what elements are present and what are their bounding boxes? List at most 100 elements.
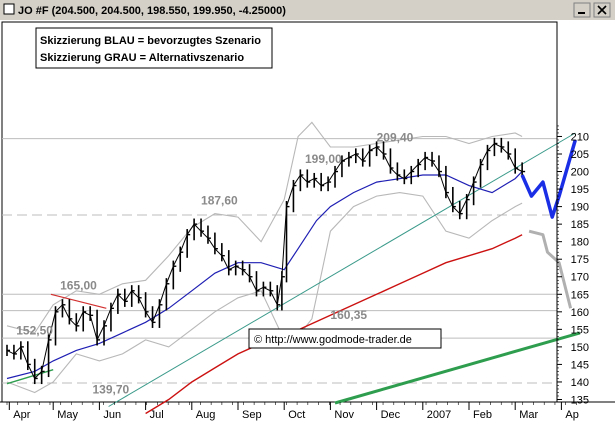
price-bar — [521, 162, 526, 178]
legend-box: Skizzierung BLAU = bevorzugtes Szenario … — [35, 27, 273, 69]
x-tick-label: Nov — [334, 409, 354, 421]
price-bars — [6, 137, 526, 385]
price-bar — [486, 144, 491, 171]
price-bar — [68, 299, 73, 325]
y-tick-label: 150 — [571, 342, 589, 354]
price-bar — [507, 141, 512, 160]
y-tick-label: 165 — [571, 289, 589, 301]
price-bar — [103, 320, 108, 346]
price-bar — [207, 225, 211, 244]
price-bar — [375, 141, 380, 157]
price-bar — [368, 144, 373, 167]
price-bar — [438, 155, 442, 178]
price-bar — [234, 260, 239, 276]
price-annotation: 160,35 — [330, 308, 367, 322]
price-bar — [306, 169, 311, 188]
x-tick-label: Feb — [473, 409, 492, 421]
scenario-gray-line — [528, 229, 573, 309]
price-bar — [320, 172, 325, 192]
y-tick-label: 140 — [571, 377, 589, 389]
price-bar — [124, 288, 128, 307]
x-tick-label: Aug — [196, 409, 216, 421]
legend-line-blue: Skizzierung BLAU = bevorzugtes Szenario — [40, 35, 261, 47]
trend-lines — [6, 132, 581, 407]
price-bar — [334, 165, 339, 188]
price-annotation: 199,00 — [305, 152, 342, 166]
price-bar — [348, 151, 352, 167]
price-bar — [417, 158, 422, 178]
minimize-button[interactable] — [573, 2, 591, 18]
x-tick-label: Jul — [150, 409, 164, 421]
price-bar — [20, 341, 24, 360]
price-bar — [137, 285, 142, 304]
price-bar — [493, 137, 498, 157]
x-tick-label: Dec — [381, 409, 401, 421]
ma-long-line — [145, 234, 523, 415]
window-menu-icon[interactable] — [3, 3, 15, 15]
y-tick-label: 145 — [571, 359, 589, 371]
trend-teal-line — [108, 132, 576, 407]
close-button[interactable] — [593, 2, 611, 18]
x-tick-label: Apr — [13, 409, 30, 421]
x-tick-label: Ap — [565, 409, 578, 421]
title-bar — [0, 0, 615, 20]
price-bar — [313, 172, 318, 188]
y-tick-label: 175 — [571, 254, 589, 266]
price-bar — [424, 151, 429, 171]
close-icon — [597, 5, 607, 15]
x-axis: Apr May Jun Jul Aug Sep Oct Nov Dec 2007 Feb Mar Ap — [6, 402, 579, 421]
y-tick-label: 200 — [571, 167, 589, 179]
scenario-sketches — [520, 139, 577, 309]
price-bar — [144, 292, 149, 318]
price-bar — [341, 155, 345, 178]
price-bar — [248, 264, 253, 283]
y-tick-label: 205 — [571, 149, 589, 161]
y-tick-label: 155 — [571, 324, 589, 336]
price-bar — [6, 344, 10, 357]
credit-link[interactable]: © http://www.godmode-trader.de — [254, 334, 412, 346]
price-bar — [269, 281, 274, 297]
price-bar — [227, 250, 232, 276]
price-bar — [403, 169, 408, 185]
y-tick-label: 180 — [571, 237, 589, 249]
price-bar — [47, 334, 52, 378]
price-bar — [299, 169, 304, 192]
price-bar — [445, 165, 449, 199]
annotations: 209,40 199,00 187,60 165,00 152,50 160,35 139,… — [16, 130, 413, 396]
price-bar — [458, 200, 463, 220]
credit-box: © http://www.godmode-trader.de — [248, 328, 442, 349]
price-bar — [410, 165, 415, 185]
price-bar — [40, 365, 45, 385]
price-annotation: 209,40 — [377, 130, 414, 144]
trend-green-line — [334, 331, 581, 405]
trend-green-short-line — [6, 369, 54, 385]
price-bar — [389, 148, 394, 174]
y-tick-label: 185 — [571, 219, 589, 231]
y-tick-label: 210 — [571, 131, 589, 143]
price-bar — [186, 229, 191, 258]
price-bar — [117, 288, 121, 314]
price-bar — [13, 344, 17, 360]
price-annotation: 165,00 — [60, 279, 97, 293]
price-bar — [514, 148, 519, 174]
window-title: JO #F (204.500, 204.500, 198.550, 199.95… — [18, 5, 286, 17]
price-bar — [89, 306, 94, 321]
price-bar — [179, 246, 184, 272]
price-bar — [285, 200, 290, 283]
price-bar — [281, 271, 285, 311]
price-bar — [355, 148, 359, 164]
price-bar — [382, 141, 387, 160]
trend-red-line — [50, 293, 107, 309]
price-bar — [172, 260, 177, 290]
price-bar — [151, 306, 156, 328]
price-bar — [33, 358, 38, 385]
x-tick-label: Sep — [242, 409, 262, 421]
price-bar — [292, 179, 297, 213]
scenario-blue-line — [520, 139, 577, 219]
x-tick-label: 2007 — [427, 409, 451, 421]
price-bar — [165, 278, 170, 311]
price-bar — [241, 260, 246, 276]
price-bar — [61, 299, 66, 318]
price-annotation: 187,60 — [201, 194, 238, 208]
